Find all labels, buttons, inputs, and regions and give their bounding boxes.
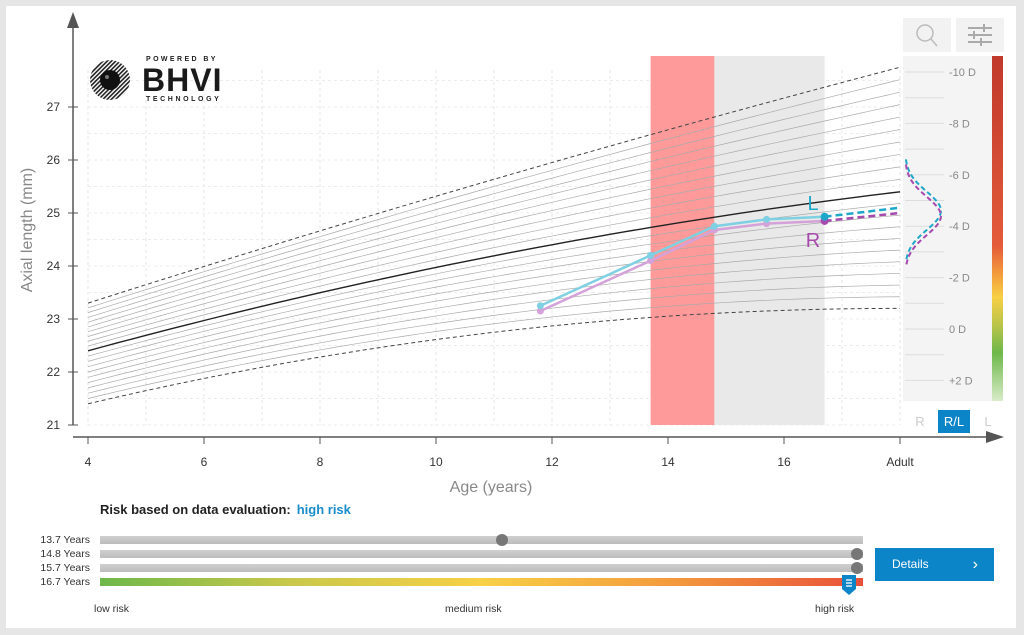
slider-knob[interactable]: [496, 534, 509, 546]
eye-button-l[interactable]: L: [984, 414, 992, 429]
logo-technology: TECHNOLOGY: [146, 96, 222, 103]
percentile-curve: [87, 226, 901, 368]
projection-line-R: [824, 211, 901, 223]
eye-button-r[interactable]: R: [915, 414, 925, 429]
series-label-L: L: [807, 193, 818, 215]
slider-knob[interactable]: [850, 548, 863, 560]
x-tick-label: 10: [429, 455, 443, 469]
refraction-distribution-R: [904, 164, 943, 268]
data-point-L[interactable]: [647, 251, 655, 259]
risk-title: Risk based on data evaluation:: [100, 502, 291, 517]
risk-slider[interactable]: [100, 562, 863, 574]
sliders-icon: [968, 24, 992, 46]
risk-slider[interactable]: [100, 534, 863, 546]
x-axis-arrow-icon: [986, 431, 1004, 443]
scale-medium: medium risk: [445, 603, 502, 615]
risk-value: high risk: [296, 502, 351, 517]
axial-length-chart: 4 6 8 10 12 14 16 Adult 21 22 23 24 25 26 27 Age (years…: [19, 12, 1004, 496]
percentile-curve: [87, 284, 901, 394]
risk-slider[interactable]: [100, 575, 863, 595]
x-tick-label: 8: [317, 455, 324, 469]
x-tick-label: 14: [661, 455, 675, 469]
y-axis-label: Axial length (mm): [19, 168, 36, 292]
magnifier-icon: [916, 24, 938, 47]
percentile-curve: [87, 249, 901, 378]
details-button[interactable]: Details ›: [875, 548, 994, 581]
data-point-R[interactable]: [647, 257, 655, 265]
percentile-curve: [87, 116, 901, 323]
percentile-curve: [87, 296, 901, 399]
risk-row-label: 16.7 Years: [40, 576, 90, 588]
bhvi-logo: POWERED BY BHVI TECHNOLOGY: [88, 54, 228, 106]
x-axis-label: Age (years): [450, 479, 533, 496]
logo-powered-by: POWERED BY: [146, 56, 218, 63]
x-tick-label: 6: [201, 455, 208, 469]
age-band: [714, 56, 825, 425]
risk-slider[interactable]: [100, 548, 863, 560]
percentile-curve: [87, 214, 901, 362]
upper-reference-curve: [87, 66, 901, 304]
median-curve: [87, 191, 901, 352]
series-label-R: R: [806, 230, 820, 252]
refraction-tick-label: 0 D: [949, 324, 966, 336]
zoom-button[interactable]: [903, 18, 951, 52]
chart-card: 4 6 8 10 12 14 16 Adult 21 22 23 24 25 26 27 Age (years…: [6, 6, 1016, 628]
refraction-color-scale: [992, 56, 1003, 401]
logo-bhvi: BHVI: [142, 62, 223, 98]
percentile-curve: [87, 104, 901, 318]
eye-logo-icon: [90, 60, 130, 100]
percentile-curve: [87, 166, 901, 342]
data-point-L[interactable]: [763, 215, 771, 223]
risk-row-label: 13.7 Years: [40, 534, 90, 546]
percentile-curve: [87, 154, 901, 337]
percentile-curve: [87, 261, 901, 383]
y-tick-label: 22: [47, 365, 61, 379]
percentile-curve: [87, 178, 901, 347]
data-point-L[interactable]: [536, 302, 544, 310]
percentile-curve: [87, 273, 901, 389]
risk-row-label: 14.8 Years: [40, 548, 90, 560]
refraction-panel: [903, 56, 1003, 401]
scale-low: low risk: [94, 603, 130, 615]
projection-line-L: [824, 206, 901, 218]
risk-summary: Risk based on data evaluation: high risk: [100, 502, 351, 517]
x-tick-label: Adult: [886, 455, 914, 469]
percentile-curve: [87, 79, 901, 309]
details-label: Details: [892, 557, 929, 571]
risk-row-label: 15.7 Years: [40, 562, 90, 574]
refraction-tick-label: -8 D: [949, 118, 970, 130]
settings-button[interactable]: [956, 18, 1004, 52]
refraction-tick-label: -4 D: [949, 221, 970, 233]
y-tick-label: 27: [47, 100, 61, 114]
scale-high: high risk: [815, 603, 855, 615]
y-tick-label: 23: [47, 312, 61, 326]
data-point-R[interactable]: [536, 307, 544, 315]
percentile-curve: [87, 129, 901, 328]
current-risk-marker-icon[interactable]: [842, 575, 857, 595]
y-tick-label: 24: [47, 259, 61, 273]
y-tick-label: 26: [47, 153, 61, 167]
y-tick-label: 25: [47, 206, 61, 220]
refraction-tick-label: +2 D: [949, 375, 973, 387]
y-tick-label: 21: [47, 418, 61, 432]
chevron-right-icon: ›: [972, 556, 978, 573]
percentile-curve: [87, 238, 901, 373]
data-point-L[interactable]: [710, 222, 718, 230]
refraction-tick-label: -6 D: [949, 170, 970, 182]
percentile-curve: [87, 141, 901, 333]
slider-knob[interactable]: [850, 562, 863, 574]
y-axis-arrow-icon: [67, 12, 79, 28]
x-tick-label: 12: [545, 455, 559, 469]
refraction-tick-label: -10 D: [949, 67, 976, 79]
percentile-curve: [87, 91, 901, 313]
refraction-tick-label: -2 D: [949, 273, 970, 285]
x-tick-label: 16: [777, 455, 791, 469]
x-tick-label: 4: [85, 455, 92, 469]
refraction-distribution-L: [904, 159, 943, 263]
eye-button-rl[interactable]: R/L: [938, 410, 970, 433]
